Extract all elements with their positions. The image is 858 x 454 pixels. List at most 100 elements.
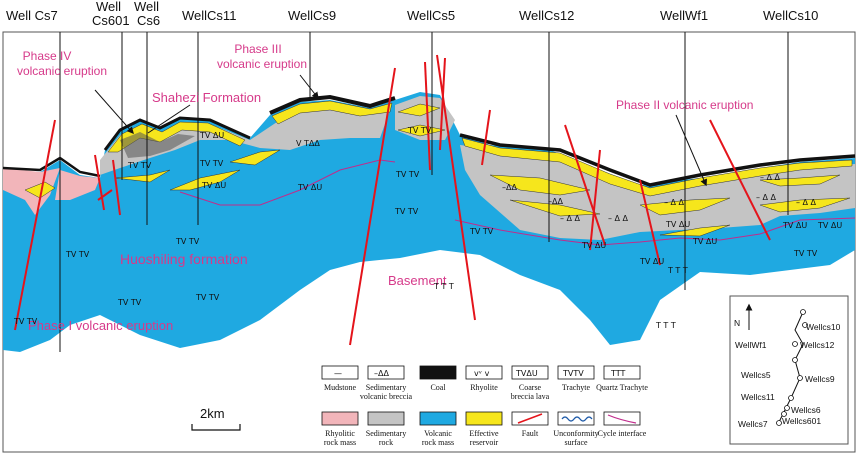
legend-symbol-sed-breccia: –ΔΔ	[374, 369, 389, 378]
symbol-trachyte: TV TV	[127, 161, 152, 170]
well-label-cs11: WellCs11	[182, 8, 236, 23]
inset-frame	[729, 295, 849, 445]
sedimentary-rock-left	[100, 104, 390, 175]
symbol-coarse-breccia: TV ΔU	[199, 131, 224, 140]
symbol-trachyte: TV TV	[195, 293, 220, 302]
symbol-trachyte: TV TV	[199, 159, 224, 168]
legend-label-unconformity-1: Unconformity	[553, 429, 598, 438]
inset-label-cs9: Wellcs9	[805, 374, 835, 384]
legend-label-volcanic-2: rock mass	[422, 438, 454, 447]
scale-label: 2km	[200, 406, 225, 421]
legend-swatch-sed-breccia	[367, 365, 405, 380]
symbol-quartz-trachyte: T T T	[655, 321, 676, 330]
symbol-coarse-breccia: TV ΔU	[201, 181, 226, 190]
symbol-coarse-breccia: TV ΔU	[665, 220, 690, 229]
legend-label-quartz-trachyte: Quartz Trachyte	[596, 383, 648, 392]
legend-symbol-mudstone: —	[334, 369, 342, 378]
fault-lines	[14, 54, 771, 346]
well-label-wf1: WellWf1	[660, 8, 708, 23]
legend-cycle-line	[607, 414, 637, 424]
well-label-cs7: Well Cs7	[6, 8, 58, 23]
well-label-cs601-b: Cs601	[92, 13, 130, 28]
legend-symbol-rhyolite: vᵛ v	[474, 369, 490, 378]
well-label-cs601-a: Well	[96, 0, 121, 14]
inset-label-cs6: Wellcs6	[791, 405, 821, 415]
symbol-quartz-trachyte: T T T	[667, 266, 688, 275]
shahezi-formation-label: Shahezi Formation	[152, 90, 261, 105]
legend-label-coal: Coal	[430, 383, 446, 392]
legend-swatch-trachyte	[557, 365, 595, 380]
north-label: N	[734, 318, 740, 328]
scale-bar: 2km	[191, 406, 241, 431]
legend-swatch-reservoir	[465, 411, 503, 426]
phase4-label-line2: volcanic eruption	[17, 64, 107, 78]
legend-swatch-rhyolitic	[321, 411, 359, 426]
legend-unconformity-line	[561, 416, 593, 422]
legend-swatch-mudstone	[321, 365, 359, 380]
legend-label-sed-breccia-2: volcanic breccia	[360, 392, 413, 401]
well-label-cs9: WellCs9	[288, 8, 336, 23]
symbol-trachyte: TV TV	[13, 317, 38, 326]
inset-label-cs10: Wellcs10	[806, 322, 841, 332]
symbol-sed-breccia: – Δ Δ	[664, 198, 685, 207]
basement-label: Basement	[388, 273, 447, 288]
symbol-coarse-breccia: TV ΔU	[817, 221, 842, 230]
well-location-inset: N Wellcs10 WellWf1 Wellcs12 Wellcs5 Well…	[729, 295, 849, 445]
symbol-sed-breccia: –ΔΔ	[502, 183, 517, 192]
symbol-sed-breccia: – Δ Δ	[756, 193, 777, 202]
legend: — Mudstone –ΔΔ Sedimentary volcanic brec…	[321, 365, 648, 447]
inset-label-cs5: Wellcs5	[741, 370, 771, 380]
legend-label-coarse-2: breccia lava	[511, 392, 550, 401]
legend-swatch-rhyolite	[465, 365, 503, 380]
symbol-rhyolite: V TΔΔ	[296, 139, 320, 148]
well-label-cs12: WellCs12	[519, 8, 574, 23]
legend-fault-line	[517, 413, 543, 424]
legend-label-cycle: Cycle interface	[598, 429, 647, 438]
legend-label-sedimentary-1: Sedimentary	[366, 429, 406, 438]
legend-label-trachyte: Trachyte	[562, 383, 591, 392]
legend-label-reservoir-1: Effective	[469, 429, 499, 438]
symbol-sed-breccia: – Δ Δ	[760, 173, 781, 182]
symbol-trachyte: TV TV	[65, 250, 90, 259]
inset-label-cs601: Wellcs601	[782, 416, 821, 426]
well-labels: Well Cs7 Well Cs601 Well Cs6 WellCs11 We…	[6, 0, 818, 28]
phase4-label-line1: Phase IV	[23, 49, 72, 63]
legend-swatch-volcanic	[419, 411, 457, 426]
legend-symbol-quartz-trachyte: TTT	[610, 369, 625, 378]
phase3-label-line1: Phase III	[234, 42, 281, 56]
legend-swatch-coal	[419, 365, 457, 380]
legend-label-sed-breccia-1: Sedimentary	[366, 383, 406, 392]
symbol-sed-breccia: – Δ Δ	[560, 214, 581, 223]
volcanic-rock-mass	[3, 92, 855, 352]
symbol-coarse-breccia: TV ΔU	[581, 241, 606, 250]
legend-label-sedimentary-2: rock	[379, 438, 393, 447]
inset-label-cs7: Wellcs7	[738, 419, 768, 429]
legend-label-unconformity-2: surface	[564, 438, 588, 447]
symbol-trachyte: TV TV	[469, 227, 494, 236]
legend-symbol-trachyte: TVTV	[562, 369, 584, 378]
inset-label-wf1: WellWf1	[735, 340, 767, 350]
well-lines	[59, 32, 789, 352]
legend-swatch-unconformity	[557, 411, 595, 426]
symbol-sed-breccia: – Δ Δ	[608, 214, 629, 223]
symbol-quartz-trachyte: T T T	[433, 282, 454, 291]
unconformity-band	[120, 132, 195, 158]
well-label-cs10: WellCs10	[763, 8, 818, 23]
legend-label-rhyolitic-1: Rhyolitic	[325, 429, 355, 438]
symbol-coarse-breccia: TV ΔU	[692, 237, 717, 246]
legend-swatch-quartz-trachyte	[603, 365, 641, 380]
symbol-trachyte: TV TV	[793, 249, 818, 258]
legend-symbol-coarse: TVΔU	[515, 369, 538, 378]
legend-label-fault: Fault	[522, 429, 539, 438]
symbol-trachyte: TV TV	[395, 170, 420, 179]
legend-label-rhyolitic-2: rock mass	[324, 438, 356, 447]
symbol-coarse-breccia: TV ΔU	[782, 221, 807, 230]
symbol-sed-breccia: – Δ Δ	[796, 198, 817, 207]
symbol-trachyte: TV TV	[117, 298, 142, 307]
coal-layer-right	[459, 133, 856, 187]
symbol-coarse-breccia: TV ΔU	[297, 183, 322, 192]
symbol-sed-breccia: –ΔΔ	[548, 197, 563, 206]
legend-label-reservoir-2: reservoir	[470, 438, 499, 447]
huoshiling-formation-label: Huoshiling formation	[120, 251, 248, 267]
